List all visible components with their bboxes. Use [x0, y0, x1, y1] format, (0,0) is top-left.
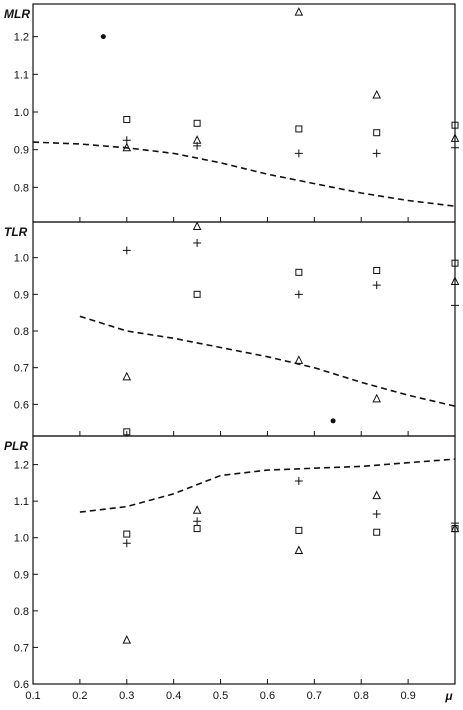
triangle-point [372, 89, 382, 99]
y-tick-label: 0.7 [14, 363, 29, 375]
triangle-point [450, 133, 460, 142]
triangle-point [192, 505, 202, 514]
y-tick-label: 1.0 [14, 533, 29, 545]
y-tick-label: 0.8 [14, 326, 29, 338]
panel-frame [32, 221, 456, 437]
cross-point [451, 143, 459, 152]
y-tick-label: 0.9 [14, 569, 29, 581]
cross-point [451, 301, 459, 310]
panel-label: PLR [4, 439, 28, 453]
square-point [373, 528, 381, 536]
square-point [373, 267, 381, 274]
panel-frame [32, 3, 456, 223]
x-tick-label: 0.9 [400, 690, 415, 702]
triangle-point [192, 221, 202, 230]
triangle-point [372, 490, 382, 500]
cross-point [294, 477, 303, 486]
triangle-point [122, 371, 132, 381]
x-tick-label: 0.7 [307, 690, 322, 702]
cross-point [451, 519, 459, 528]
square-point [451, 121, 459, 129]
y-tick-label: 1.2 [14, 460, 29, 472]
dashed-curve [32, 141, 456, 207]
panel-frame [32, 435, 456, 685]
square-point [451, 259, 459, 267]
cross-point [294, 149, 303, 158]
triangle-point [450, 276, 460, 285]
square-point [123, 116, 131, 124]
x-axis-label: μ [444, 689, 453, 703]
x-tick-label: 0.8 [354, 690, 369, 702]
x-tick-label: 0.3 [119, 690, 134, 702]
dot-point [100, 34, 106, 40]
x-tick-label: 0.4 [166, 690, 181, 702]
y-tick-label: 0.8 [14, 606, 29, 618]
dot-point [330, 418, 336, 424]
dashed-curve [79, 315, 456, 407]
triangle-point [122, 634, 132, 644]
cross-point [122, 246, 131, 255]
square-point [193, 525, 201, 533]
x-tick-label: 0.6 [260, 690, 275, 702]
square-point [295, 125, 303, 133]
x-tick-label: 0.2 [72, 690, 87, 702]
cross-point [372, 149, 381, 158]
triangle-point [294, 545, 304, 555]
y-tick-label: 0.6 [14, 679, 29, 691]
y-tick-label: 1.1 [14, 69, 29, 81]
cross-point [122, 539, 131, 548]
cross-point [294, 290, 303, 299]
y-tick-label: 0.7 [14, 642, 29, 654]
triangle-point [294, 7, 304, 16]
square-point [193, 119, 201, 127]
x-tick-label: 0.5 [213, 690, 228, 702]
square-point [295, 268, 303, 276]
cross-point [193, 141, 202, 150]
panel-label: TLR [4, 225, 28, 239]
cross-point [372, 509, 381, 518]
cross-point [193, 239, 202, 247]
y-tick-label: 0.9 [14, 145, 29, 157]
y-tick-label: 1.2 [14, 32, 29, 44]
square-point [123, 530, 131, 538]
square-point [193, 290, 201, 298]
y-tick-label: 1.0 [14, 253, 29, 265]
panel-label: MLR [4, 7, 30, 21]
triangle-point [294, 355, 304, 364]
cross-point [122, 136, 131, 145]
y-tick-label: 1.0 [14, 107, 29, 119]
y-tick-label: 0.6 [14, 399, 29, 411]
triangle-point [122, 142, 132, 152]
triangle-point [372, 393, 382, 403]
cross-point [372, 281, 381, 290]
y-tick-label: 0.8 [14, 182, 29, 194]
square-point [373, 129, 381, 137]
y-tick-label: 0.9 [14, 289, 29, 301]
y-tick-label: 1.1 [14, 496, 29, 508]
triangle-point [450, 523, 460, 533]
x-tick-label: 0.1 [25, 690, 40, 702]
square-point [295, 526, 303, 534]
cross-point [193, 517, 202, 526]
dashed-curve [79, 458, 456, 513]
